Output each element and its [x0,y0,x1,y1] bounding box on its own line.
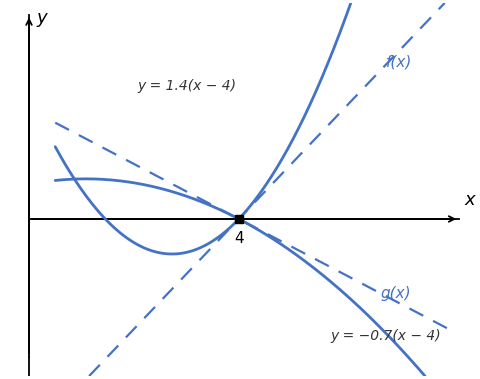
Text: y: y [37,9,48,27]
Text: g(x): g(x) [381,286,411,301]
Text: y = −0.7(x − 4): y = −0.7(x − 4) [330,329,441,343]
Text: f(x): f(x) [386,55,412,70]
Text: 4: 4 [234,231,244,246]
Text: x: x [464,191,475,209]
Text: y = 1.4(x − 4): y = 1.4(x − 4) [137,79,236,93]
